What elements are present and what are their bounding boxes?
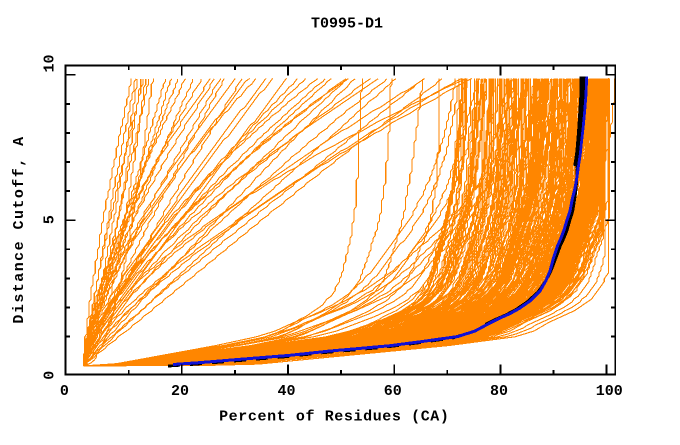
svg-text:10: 10 [42, 54, 59, 72]
svg-text:Distance Cutoff, A: Distance Cutoff, A [11, 135, 28, 323]
svg-text:T0995-D1: T0995-D1 [311, 16, 383, 33]
svg-text:0: 0 [60, 383, 69, 400]
svg-text:Percent of Residues (CA): Percent of Residues (CA) [219, 409, 449, 426]
svg-text:80: 80 [490, 383, 508, 400]
svg-text:100: 100 [596, 383, 623, 400]
svg-text:0: 0 [42, 371, 59, 380]
svg-text:60: 60 [384, 383, 402, 400]
svg-text:5: 5 [42, 215, 59, 224]
svg-text:20: 20 [171, 383, 189, 400]
svg-text:40: 40 [277, 383, 295, 400]
